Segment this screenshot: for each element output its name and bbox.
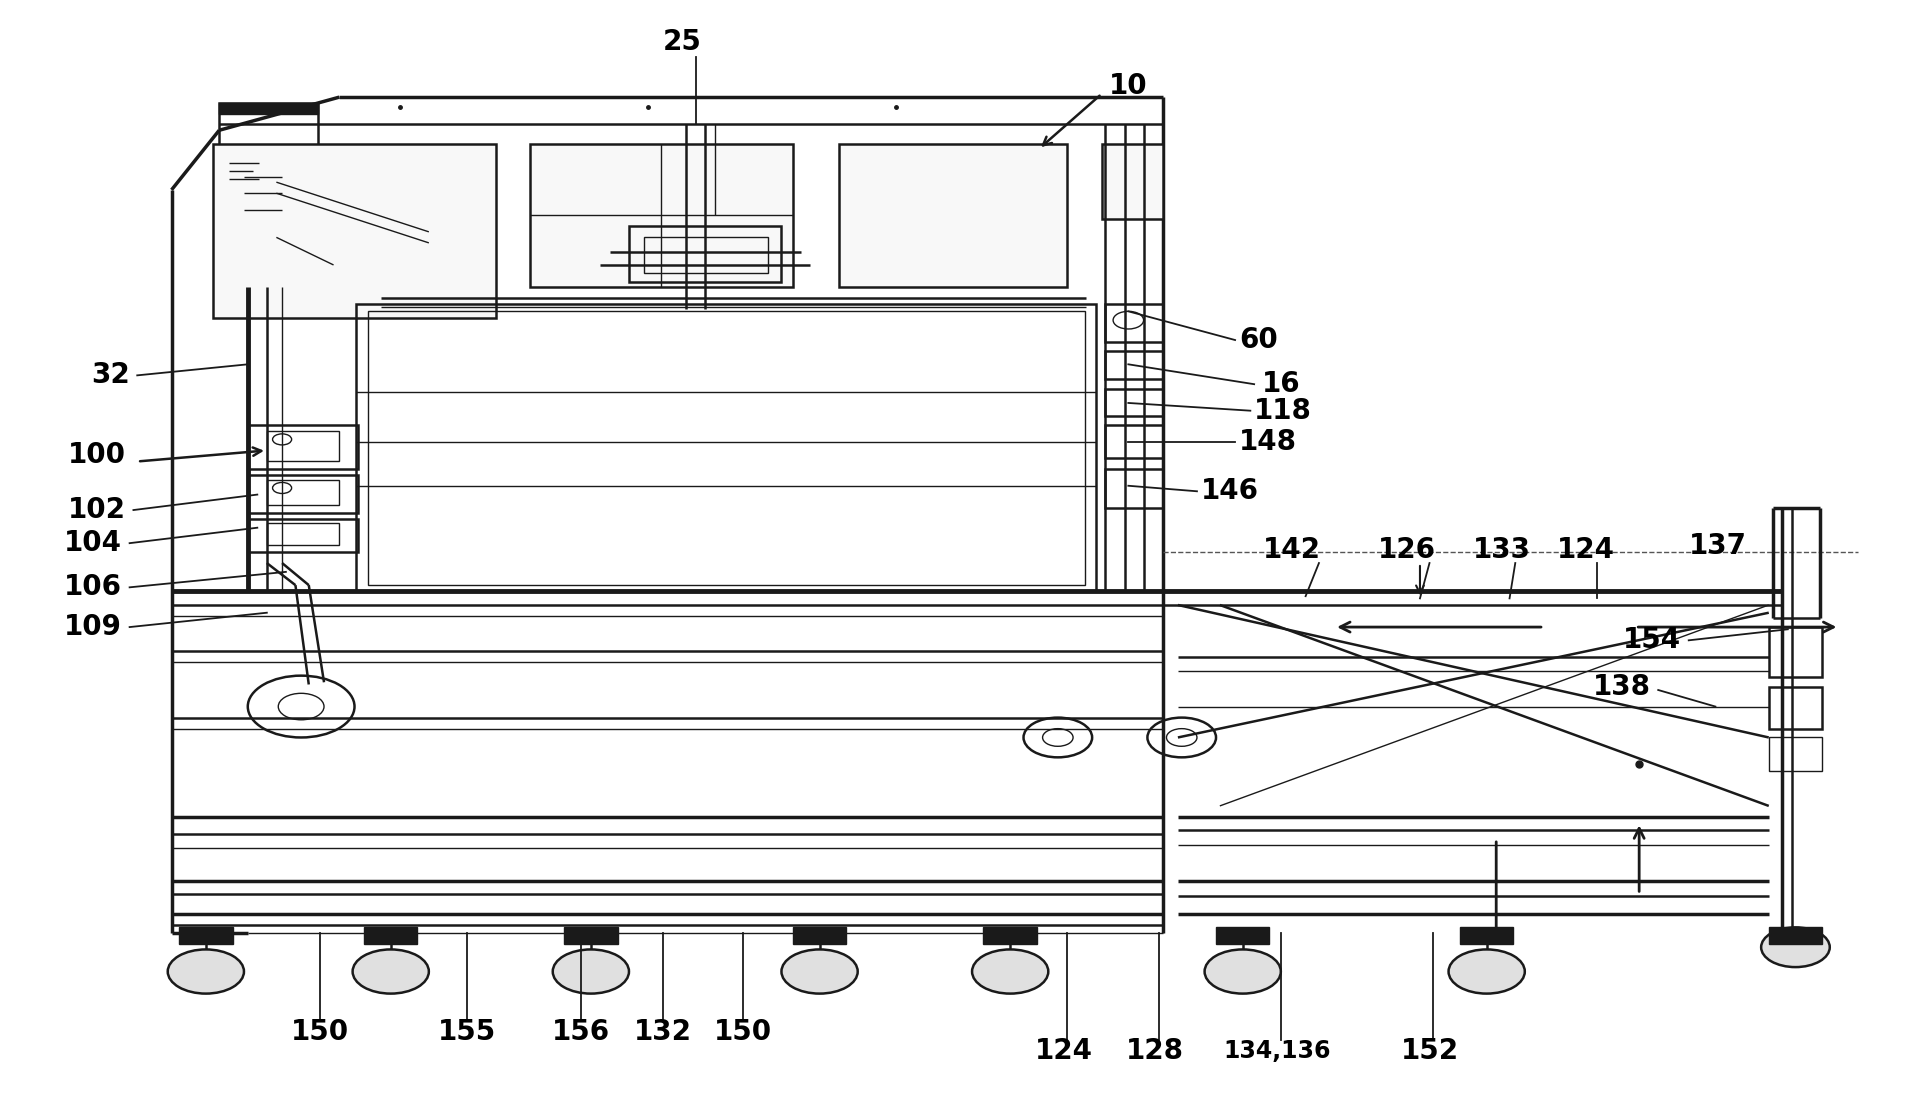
Circle shape xyxy=(781,949,857,994)
Text: 150: 150 xyxy=(291,1018,349,1047)
Text: 32: 32 xyxy=(91,361,130,390)
Bar xyxy=(1215,927,1269,944)
Bar xyxy=(983,927,1036,944)
Text: 146: 146 xyxy=(1200,477,1257,506)
Bar xyxy=(248,425,358,469)
Circle shape xyxy=(168,949,244,994)
Bar xyxy=(1105,469,1162,508)
Text: 102: 102 xyxy=(69,496,126,524)
Text: 126: 126 xyxy=(1377,535,1434,564)
Text: 156: 156 xyxy=(552,1018,610,1047)
Bar xyxy=(368,311,1084,585)
Bar xyxy=(1768,737,1821,771)
Circle shape xyxy=(352,949,429,994)
Text: 137: 137 xyxy=(1688,532,1745,561)
Bar xyxy=(213,144,495,318)
Bar xyxy=(248,519,358,552)
Bar xyxy=(267,431,339,461)
Bar xyxy=(248,475,358,513)
Text: 118: 118 xyxy=(1253,396,1311,425)
Text: 10: 10 xyxy=(1109,72,1147,100)
Bar xyxy=(564,927,617,944)
Bar xyxy=(219,103,318,114)
Text: 142: 142 xyxy=(1263,535,1320,564)
Bar xyxy=(179,927,232,944)
Text: 155: 155 xyxy=(438,1018,495,1047)
Text: 133: 133 xyxy=(1473,535,1530,564)
Text: 132: 132 xyxy=(634,1018,692,1047)
Text: 124: 124 xyxy=(1034,1037,1092,1065)
Text: 60: 60 xyxy=(1238,326,1276,354)
Circle shape xyxy=(1760,927,1829,967)
Text: 128: 128 xyxy=(1126,1037,1183,1065)
Bar xyxy=(838,144,1067,287)
Bar xyxy=(364,927,417,944)
Text: 150: 150 xyxy=(714,1018,772,1047)
Text: 148: 148 xyxy=(1238,427,1295,456)
Text: 25: 25 xyxy=(663,28,701,56)
Bar xyxy=(267,523,339,545)
Text: 154: 154 xyxy=(1623,626,1680,655)
Bar xyxy=(1105,304,1162,342)
Bar xyxy=(1768,687,1821,729)
Bar xyxy=(1105,351,1162,379)
Circle shape xyxy=(972,949,1048,994)
Circle shape xyxy=(1204,949,1280,994)
Text: 106: 106 xyxy=(65,573,122,602)
Bar xyxy=(629,226,781,282)
Text: 16: 16 xyxy=(1261,370,1299,399)
Bar xyxy=(1101,144,1162,219)
Bar xyxy=(267,480,339,505)
Bar xyxy=(219,103,318,167)
Bar xyxy=(792,927,846,944)
Circle shape xyxy=(552,949,629,994)
Bar xyxy=(1768,627,1821,677)
Text: 104: 104 xyxy=(65,529,122,558)
Bar xyxy=(1105,425,1162,458)
Text: 134,136: 134,136 xyxy=(1223,1039,1330,1063)
Bar xyxy=(1105,389,1162,416)
Text: 138: 138 xyxy=(1593,672,1650,701)
Bar xyxy=(530,144,792,287)
Text: 152: 152 xyxy=(1400,1037,1457,1065)
Text: 100: 100 xyxy=(69,440,126,469)
Circle shape xyxy=(1448,949,1524,994)
Bar xyxy=(1768,927,1821,944)
Text: 109: 109 xyxy=(65,613,122,641)
Bar xyxy=(1459,927,1513,944)
Bar xyxy=(644,237,768,273)
Text: 124: 124 xyxy=(1556,535,1614,564)
Bar xyxy=(356,304,1095,591)
